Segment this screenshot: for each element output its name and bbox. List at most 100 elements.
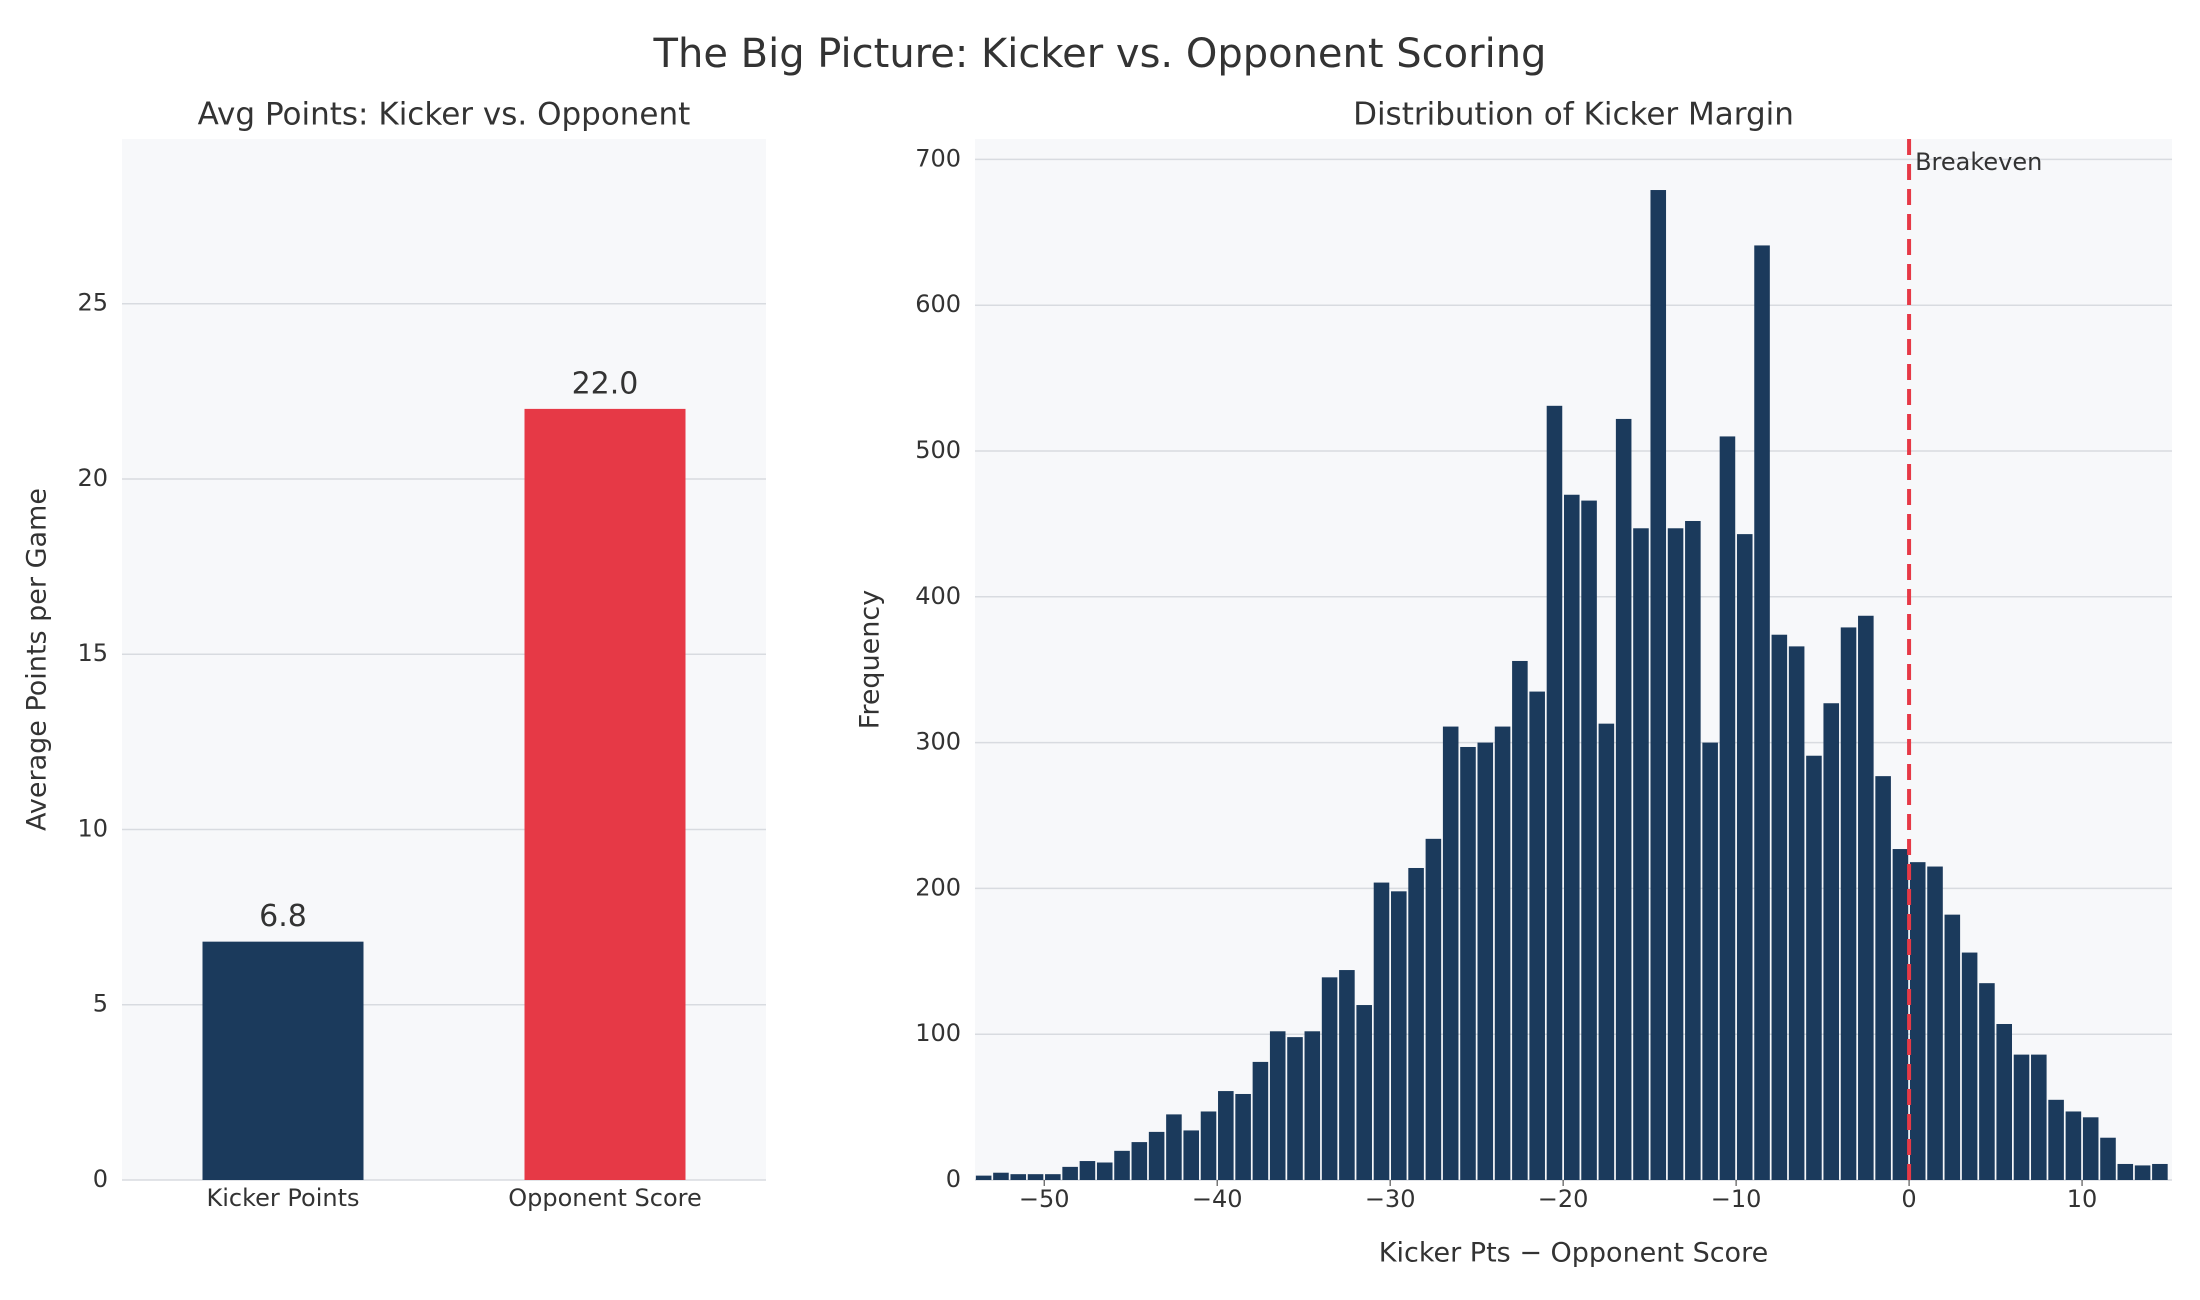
- histogram-bar: [1840, 627, 1857, 1180]
- histogram-bar: [1858, 615, 1874, 1180]
- y-tick-label: 500: [915, 436, 961, 464]
- bar: [524, 408, 686, 1180]
- histogram-bar: [1062, 1166, 1078, 1180]
- histogram-bar: [1183, 1130, 1200, 1180]
- histogram-bar: [2031, 1054, 2047, 1180]
- histogram-bar: [1321, 977, 1338, 1180]
- x-tick-label: −20: [1538, 1185, 1589, 1213]
- histogram-bar: [1252, 1061, 1269, 1180]
- histogram-bar: [1218, 1091, 1234, 1180]
- histogram-bar: [1114, 1150, 1130, 1180]
- histogram-bar: [1719, 436, 1736, 1180]
- y-tick-label: 200: [915, 873, 961, 901]
- x-tick-label: 0: [1901, 1185, 1916, 1213]
- x-tick-label: −30: [1365, 1185, 1416, 1213]
- histogram-bar: [2100, 1137, 2116, 1180]
- histogram-bar: [1269, 1031, 1286, 1180]
- histogram-bar: [1494, 726, 1511, 1180]
- histogram-bar: [1027, 1174, 1044, 1180]
- histogram-bar: [1460, 746, 1476, 1180]
- histogram-bar: [1771, 634, 1788, 1180]
- histogram-bar: [1581, 500, 1597, 1180]
- histogram-bar: [1546, 405, 1563, 1180]
- histogram-bar: [1736, 534, 1753, 1180]
- y-tick-label: 400: [915, 582, 961, 610]
- histogram-bar: [1391, 891, 1407, 1180]
- histogram-bar: [1615, 418, 1632, 1181]
- histogram-bar: [2152, 1163, 2168, 1180]
- histogram-bar: [1823, 703, 1840, 1180]
- y-tick-label: 300: [915, 728, 961, 756]
- subplot-title: Distribution of Kicker Margin: [1353, 97, 1794, 133]
- x-tick-label: 10: [2067, 1185, 2098, 1213]
- histogram-bar: [2048, 1099, 2064, 1180]
- subplot-title: Avg Points: Kicker vs. Opponent: [198, 97, 691, 133]
- histogram-bar: [1650, 190, 1667, 1180]
- y-tick-label: 20: [77, 464, 108, 492]
- y-tick-label: 5: [93, 990, 108, 1018]
- histogram-bar: [975, 1175, 992, 1180]
- x-tick-label: −40: [1192, 1185, 1243, 1213]
- histogram-bar: [2013, 1054, 2030, 1180]
- histogram-bar: [1702, 742, 1718, 1180]
- histogram-bar: [1788, 646, 1805, 1180]
- histogram-bar: [1235, 1093, 1251, 1180]
- x-tick-label: Opponent Score: [508, 1184, 702, 1212]
- y-tick-label: 600: [915, 290, 961, 318]
- reference-label: Breakeven: [1915, 148, 2042, 176]
- histogram-bar: [1806, 755, 1822, 1180]
- histogram-bar: [1442, 726, 1459, 1180]
- y-axis-label: Frequency: [855, 590, 886, 730]
- histogram-bar: [1892, 849, 1909, 1180]
- y-tick-label: 100: [915, 1019, 961, 1047]
- y-axis-label: Average Points per Game: [22, 488, 53, 831]
- histogram-bar: [1667, 528, 1684, 1180]
- y-tick-label: 0: [946, 1165, 961, 1193]
- histogram-bar: [1079, 1161, 1096, 1180]
- x-axis-label: Kicker Pts − Opponent Score: [1379, 1238, 1768, 1269]
- histogram-bar: [1148, 1131, 1165, 1180]
- value-label: 22.0: [572, 366, 639, 401]
- histogram-bar: [1373, 882, 1390, 1180]
- histogram-bar: [2134, 1165, 2151, 1180]
- histogram-bar: [1356, 1005, 1372, 1180]
- y-tick-label: 700: [915, 144, 961, 172]
- histogram-bar: [1944, 914, 1961, 1180]
- histogram-bar: [1633, 528, 1649, 1180]
- histogram-bar: [2082, 1117, 2099, 1180]
- histogram-bar: [1927, 866, 1943, 1180]
- histogram-bar: [1875, 776, 1891, 1180]
- histogram-bar: [1425, 838, 1442, 1180]
- histogram-bar: [1477, 742, 1494, 1180]
- histogram-bar: [1045, 1174, 1061, 1180]
- histogram-bar: [1909, 862, 1926, 1180]
- histogram-bar: [1287, 1037, 1303, 1180]
- histogram-bar: [1512, 660, 1528, 1180]
- histogram-bar: [1166, 1114, 1182, 1180]
- histogram-bar: [1131, 1142, 1148, 1180]
- histogram-bar: [2065, 1111, 2082, 1180]
- histogram-bar: [993, 1172, 1009, 1180]
- histogram-bar: [1979, 983, 1995, 1180]
- x-tick-label: −50: [1019, 1185, 1070, 1213]
- y-tick-label: 15: [77, 639, 108, 667]
- bar: [202, 941, 364, 1180]
- histogram-bar: [1096, 1162, 1113, 1180]
- histogram-bar: [1563, 494, 1580, 1180]
- histogram-bar: [1339, 970, 1355, 1180]
- histogram-bar: [1529, 691, 1545, 1180]
- histogram-bar: [2117, 1163, 2134, 1180]
- figure-title: The Big Picture: Kicker vs. Opponent Sco…: [653, 31, 1547, 77]
- histogram-bar: [1598, 723, 1615, 1180]
- x-tick-label: −10: [1711, 1185, 1762, 1213]
- histogram-bar: [1961, 952, 1978, 1180]
- histogram-bar: [1408, 867, 1424, 1180]
- histogram-bar: [1685, 520, 1701, 1180]
- y-tick-label: 10: [77, 814, 108, 842]
- histogram-bar: [1010, 1174, 1027, 1180]
- histogram-bar: [1200, 1111, 1217, 1180]
- y-tick-label: 25: [77, 289, 108, 317]
- x-tick-label: Kicker Points: [207, 1184, 360, 1212]
- y-tick-label: 0: [93, 1165, 108, 1193]
